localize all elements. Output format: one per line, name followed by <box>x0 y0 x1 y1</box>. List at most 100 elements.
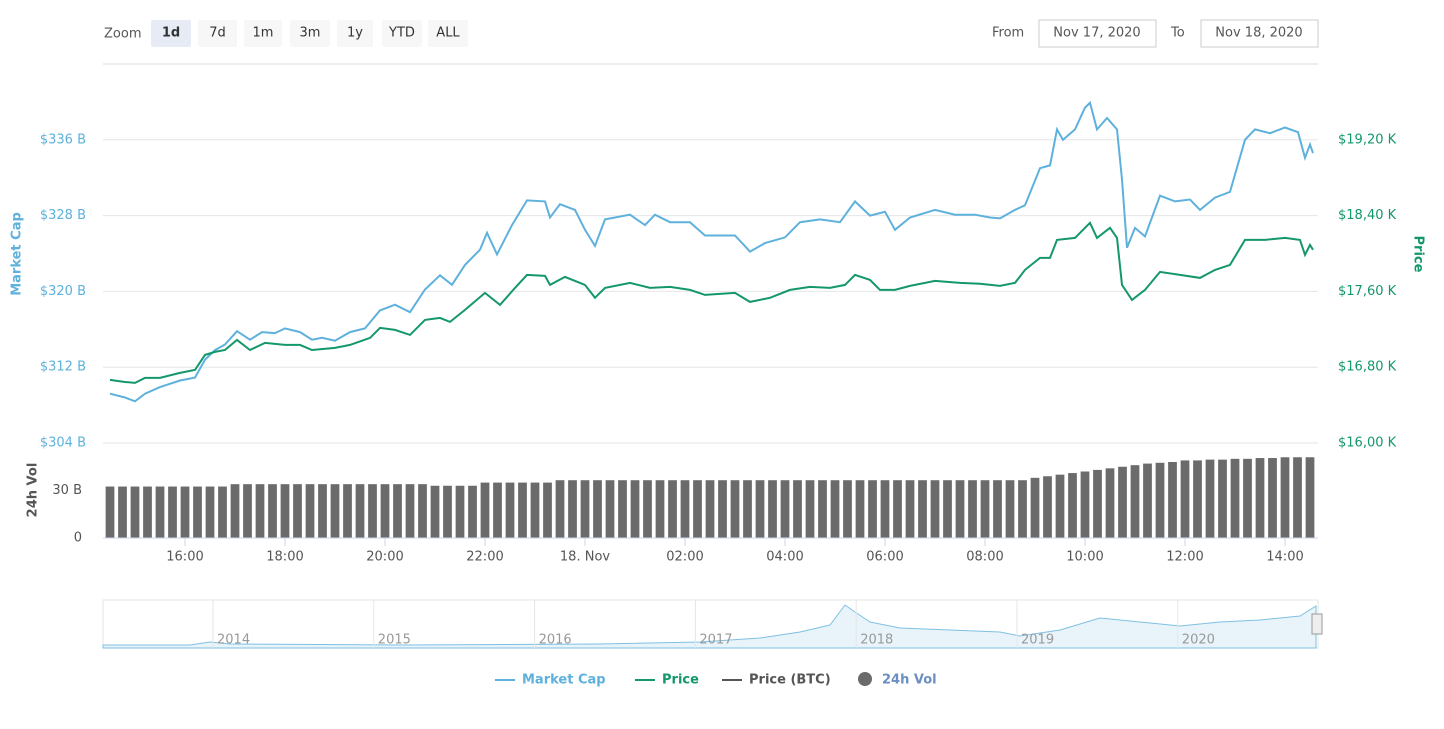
zoom-option[interactable]: 1y <box>347 26 363 41</box>
volume-bar <box>530 482 540 538</box>
zoom-option[interactable]: 3m <box>300 26 321 41</box>
to-value[interactable]: Nov 18, 2020 <box>1215 26 1302 41</box>
volume-bar <box>230 484 240 538</box>
volume-bar <box>580 480 590 538</box>
zoom-button[interactable] <box>337 20 373 47</box>
volume-bar <box>855 480 865 538</box>
x-tick-label: 22:00 <box>466 550 503 565</box>
volume-bar <box>955 480 965 538</box>
volume-bar <box>205 486 215 538</box>
volume-bar <box>1118 466 1127 538</box>
volume-bar <box>180 486 190 538</box>
navigator-handle[interactable] <box>1311 613 1323 635</box>
volume-bar <box>380 484 390 538</box>
zoom-option[interactable]: 7d <box>209 26 226 41</box>
volume-bar <box>1093 469 1102 538</box>
volume-bar <box>830 480 840 538</box>
zoom-option[interactable]: ALL <box>436 26 460 41</box>
x-tick-label: 20:00 <box>366 550 403 565</box>
volume-bar <box>343 484 352 538</box>
volume-bar <box>505 482 515 538</box>
zoom-option[interactable]: 1m <box>253 26 274 41</box>
zoom-button[interactable] <box>290 20 330 47</box>
volume-bar <box>418 484 427 538</box>
volume-bar <box>980 480 990 538</box>
volume-bar <box>918 480 927 538</box>
volume-bar <box>1143 463 1152 538</box>
legend-label[interactable]: Price <box>662 673 699 688</box>
zoom-label: Zoom <box>104 27 141 42</box>
volume-bar <box>1243 458 1252 538</box>
volume-bar <box>280 484 290 538</box>
y-tick-label: $336 B <box>40 132 86 147</box>
volume-bar <box>393 484 402 538</box>
x-tick-label: 04:00 <box>766 550 803 565</box>
volume-bar <box>655 480 665 538</box>
zoom-button[interactable] <box>382 20 422 47</box>
volume-bar <box>218 486 227 538</box>
volume-bar <box>743 480 752 538</box>
navigator <box>102 599 1323 649</box>
legend-label[interactable]: 24h Vol <box>882 673 937 688</box>
x-tick-label: 14:00 <box>1266 550 1303 565</box>
y2-tick-label: $17,60 K <box>1338 284 1397 299</box>
y-tick-label: $312 B <box>40 360 86 375</box>
volume-bar <box>568 480 577 538</box>
volume-bar <box>805 480 815 538</box>
volume-bar <box>705 480 715 538</box>
volume-bar <box>543 482 552 538</box>
volume-bar <box>118 486 127 538</box>
volume-bar <box>1055 474 1065 538</box>
y2-tick-label: $16,80 K <box>1338 360 1397 375</box>
x-tick-label: 08:00 <box>966 550 1003 565</box>
legend-label[interactable]: Market Cap <box>522 673 606 688</box>
series-line <box>109 221 1314 384</box>
volume-tick-label: 30 B <box>52 483 82 498</box>
volume-bar <box>630 480 640 538</box>
y2-tick-label: $18,40 K <box>1338 208 1397 223</box>
volume-bar <box>780 480 790 538</box>
volume-bar <box>593 480 602 538</box>
volume-bar <box>518 482 527 538</box>
navigator-label: 2018 <box>860 633 893 648</box>
y2-tick-label: $19,20 K <box>1338 132 1397 147</box>
from-input[interactable] <box>1038 19 1157 48</box>
volume-bar <box>318 484 327 538</box>
volume-bar <box>930 480 940 538</box>
volume-bar <box>1230 458 1240 538</box>
navigator-label: 2014 <box>217 633 250 648</box>
volume-bar <box>1018 480 1027 538</box>
navigator-label: 2016 <box>539 633 572 648</box>
volume-bar <box>755 480 765 538</box>
zoom-button[interactable] <box>151 20 191 47</box>
volume-bar <box>643 480 652 538</box>
volume-bar <box>668 480 677 538</box>
to-label: To <box>1170 26 1185 41</box>
volume-bar <box>1005 480 1015 538</box>
volume-bar <box>768 480 777 538</box>
volume-bar <box>1130 465 1140 538</box>
x-tick-label: 12:00 <box>1166 550 1203 565</box>
zoom-option[interactable]: YTD <box>388 26 415 41</box>
zoom-button[interactable] <box>428 20 468 47</box>
volume-bar <box>155 486 165 538</box>
to-input[interactable] <box>1200 19 1319 48</box>
zoom-button[interactable] <box>244 20 282 47</box>
y-tick-label: $320 B <box>40 284 86 299</box>
zoom-option[interactable]: 1d <box>162 26 180 41</box>
x-tick-label: 06:00 <box>866 550 903 565</box>
navigator-label: 2015 <box>378 633 411 648</box>
volume-bar <box>1280 457 1290 538</box>
volume-bar <box>405 484 415 538</box>
volume-bar <box>1218 459 1227 538</box>
volume-bar <box>818 480 827 538</box>
legend-label[interactable]: Price (BTC) <box>749 673 831 688</box>
volume-bar <box>880 480 890 538</box>
volume-bar <box>455 485 465 538</box>
navigator-series <box>102 604 1317 649</box>
from-value[interactable]: Nov 17, 2020 <box>1053 26 1140 41</box>
volume-bar <box>1293 457 1302 538</box>
volume-bar <box>1255 458 1265 538</box>
zoom-button[interactable] <box>198 20 237 47</box>
volume-bar <box>993 480 1002 538</box>
